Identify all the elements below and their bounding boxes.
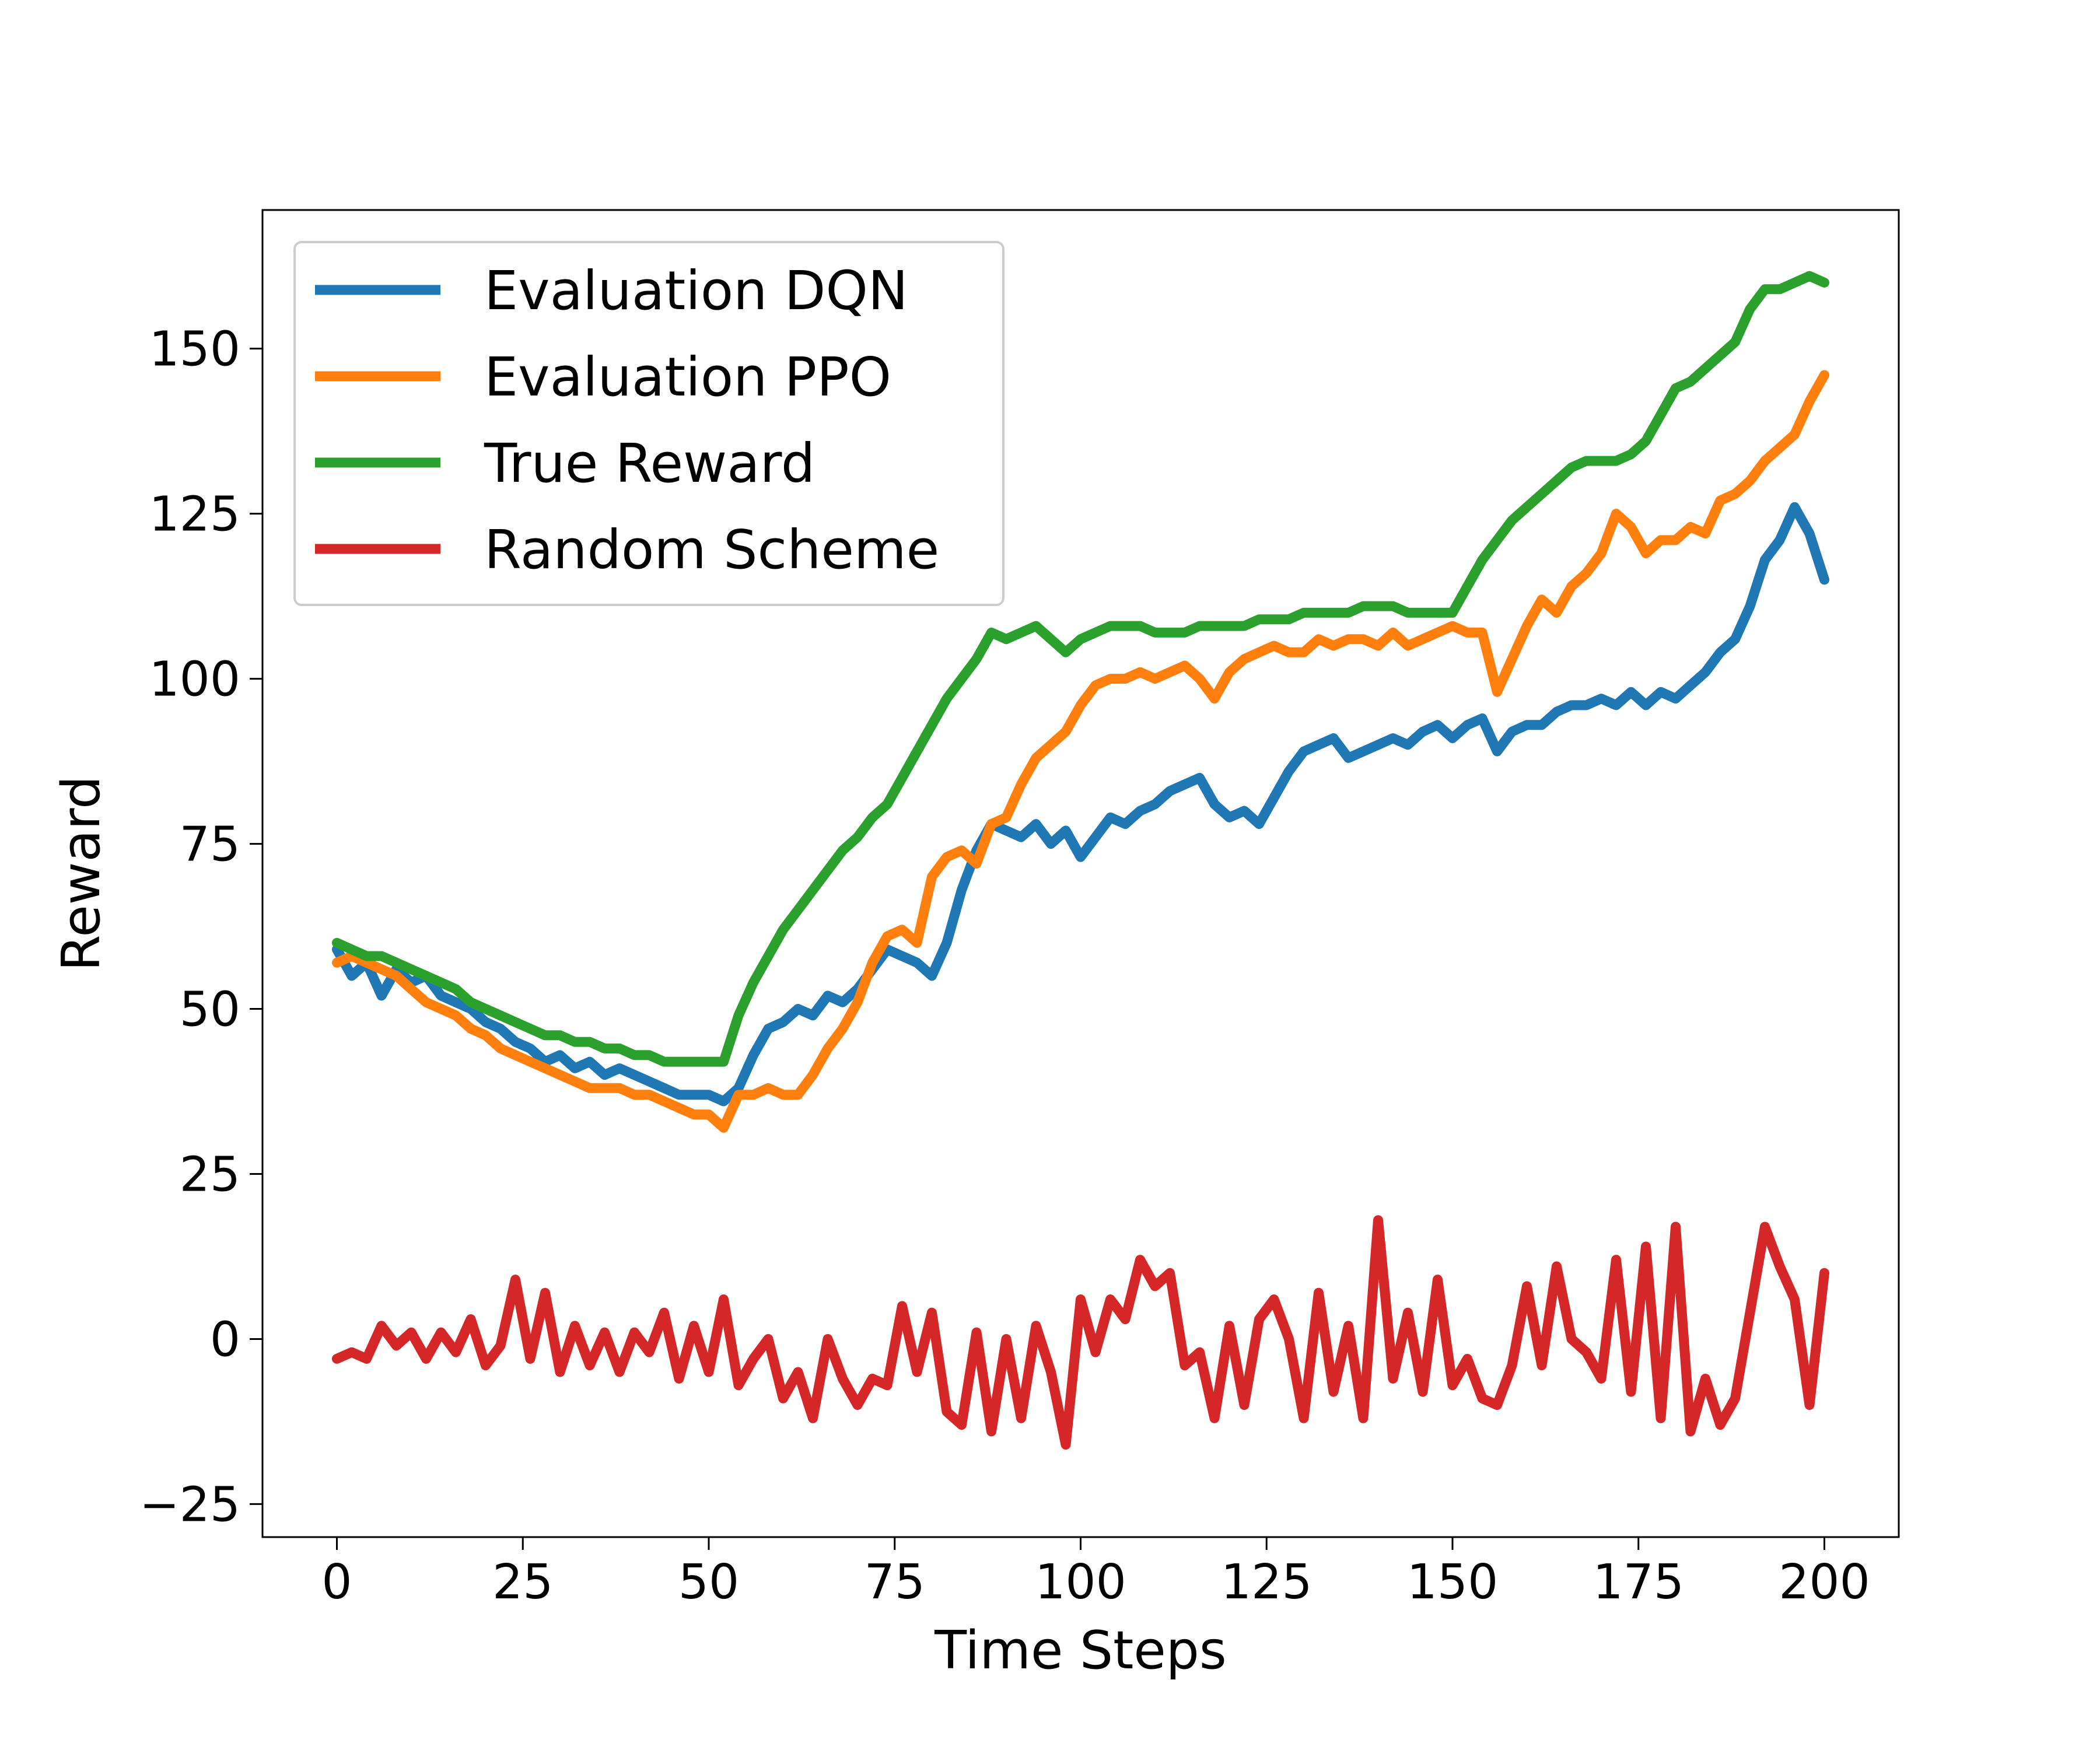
series-line-evaluation-dqn (332, 502, 1829, 1107)
y-axis-label: Reward (51, 776, 112, 971)
legend-label: Evaluation DQN (484, 260, 908, 322)
y-tick-label: 25 (180, 1147, 240, 1202)
series-layer (332, 271, 1829, 1450)
legend-box (293, 241, 1005, 606)
legend-label: True Reward (484, 432, 815, 495)
x-tick-label: 75 (864, 1555, 925, 1610)
y-tick-label: −25 (139, 1477, 240, 1532)
legend: Evaluation DQN Evaluation PPO True Reward R… (293, 241, 1005, 606)
series-line-true-reward (332, 271, 1829, 1067)
y-tick-label: 50 (180, 982, 240, 1038)
legend-label: Random Scheme (484, 519, 939, 581)
x-axis-ticks: 0 25 50 75 100 125 150 175 200 (321, 1537, 1870, 1610)
y-tick-label: 150 (149, 322, 240, 377)
x-axis-label: Time Steps (934, 1620, 1227, 1681)
x-tick-label: 0 (321, 1555, 352, 1610)
y-tick-label: 100 (149, 652, 240, 708)
x-tick-label: 150 (1407, 1555, 1499, 1610)
y-tick-label: 75 (180, 817, 240, 873)
x-tick-label: 100 (1035, 1555, 1126, 1610)
x-tick-label: 25 (492, 1555, 553, 1610)
series-line-evaluation-ppo (332, 370, 1829, 1133)
y-axis-ticks: −25 0 25 50 75 100 125 150 (139, 322, 262, 1532)
legend-label: Evaluation PPO (484, 346, 891, 408)
y-tick-label: 0 (210, 1312, 240, 1367)
y-tick-label: 125 (149, 487, 240, 542)
x-tick-label: 200 (1779, 1555, 1870, 1610)
series-line-random-scheme (332, 1215, 1829, 1450)
x-tick-label: 50 (678, 1555, 739, 1610)
x-tick-label: 125 (1221, 1555, 1312, 1610)
x-tick-label: 175 (1592, 1555, 1684, 1610)
